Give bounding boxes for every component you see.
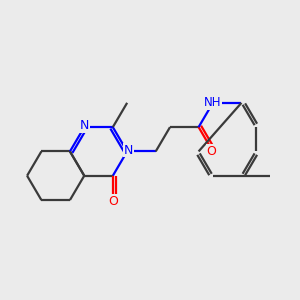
Text: O: O — [108, 195, 118, 208]
Text: N: N — [80, 119, 89, 132]
Text: NH: NH — [204, 96, 222, 109]
Text: O: O — [206, 145, 216, 158]
Text: N: N — [124, 143, 133, 157]
